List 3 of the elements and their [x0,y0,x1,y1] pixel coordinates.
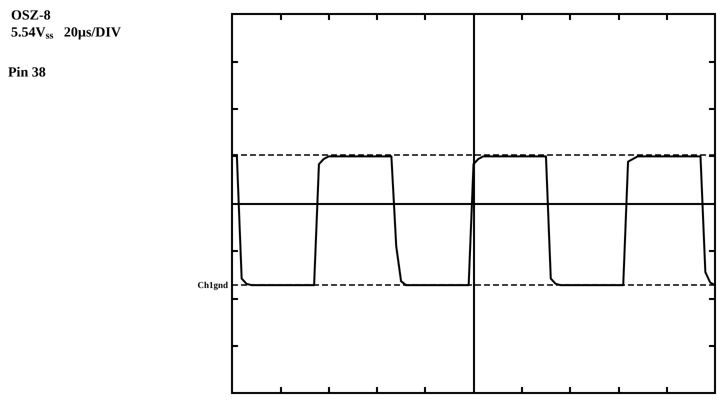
text: Pin 38 [8,66,46,80]
text: OSZ-8 [11,8,51,24]
ref-line-label: Ch1gnd [197,280,228,290]
